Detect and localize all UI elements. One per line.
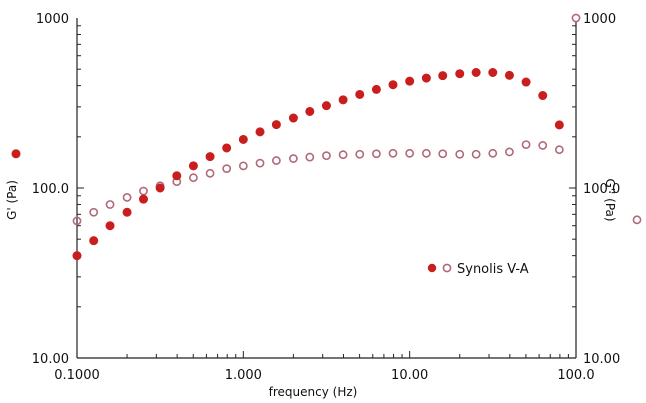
g-prime-point: [72, 251, 82, 261]
g-prime-point: [338, 95, 348, 105]
g-double-prime-point: [222, 164, 232, 174]
g-double-prime-edge-marker: [571, 13, 581, 23]
g-prime-point: [321, 101, 331, 111]
g-prime-point: [222, 143, 232, 153]
g-double-prime-point: [89, 207, 99, 217]
y-axis-title-left: G' (Pa): [5, 180, 19, 220]
g-prime-point: [455, 69, 465, 79]
g-prime-point: [305, 106, 315, 116]
g-double-prime-point: [521, 140, 531, 150]
legend: Synolis V-A: [427, 262, 529, 277]
g-prime-point: [438, 71, 448, 81]
g-prime-edge-marker: [11, 149, 21, 159]
data-series: [11, 13, 642, 261]
g-double-prime-point: [355, 149, 365, 159]
g-double-prime-point: [538, 141, 548, 150]
g-prime-point: [188, 161, 198, 171]
g-double-prime-point: [289, 154, 298, 163]
g-prime-point: [504, 70, 514, 80]
g-prime-point: [488, 67, 498, 77]
g-double-prime-point: [421, 148, 431, 158]
g-double-prime-point: [238, 161, 248, 171]
y-tick-label-left: 1000: [36, 12, 69, 27]
y-tick-label-right: 1000: [583, 12, 616, 27]
g-double-prime-point: [139, 186, 148, 196]
g-double-prime-point: [271, 156, 281, 165]
g-double-prime-point: [305, 152, 315, 162]
g-prime-point: [471, 67, 481, 77]
g-prime-point: [89, 236, 99, 246]
g-double-prime-point: [388, 148, 398, 158]
g-prime-point: [105, 221, 115, 231]
g-prime-point: [271, 120, 281, 130]
g-prime-point: [421, 73, 431, 83]
g-double-prime-point: [372, 149, 381, 159]
g-prime-point: [255, 127, 265, 137]
g-prime-point: [205, 152, 215, 162]
g-double-prime-point: [488, 148, 498, 158]
g-double-prime-point: [105, 200, 115, 209]
g-double-prime-point: [505, 147, 514, 157]
y-tick-label-right: 100.0: [583, 182, 620, 197]
y-tick-label-left: 10.00: [32, 352, 69, 367]
g-double-prime-point: [455, 149, 465, 159]
g-double-prime-point: [554, 145, 564, 155]
g-prime-point: [355, 89, 365, 99]
x-tick-label: 0.1000: [54, 368, 100, 383]
g-double-prime-point: [189, 173, 198, 183]
x-axis-title: frequency (Hz): [269, 385, 358, 399]
x-tick-label: 1.000: [225, 368, 262, 383]
legend-label: Synolis V-A: [457, 262, 529, 277]
g-prime-point: [388, 80, 398, 90]
g-prime-point: [238, 134, 248, 144]
g-double-prime-point: [255, 158, 265, 168]
g-prime-point: [288, 113, 298, 123]
legend-open-marker: [442, 263, 452, 273]
y-tick-label-right: 10.00: [583, 352, 620, 367]
legend-filled-marker: [427, 263, 437, 273]
y-tick-label-left: 100.0: [32, 182, 69, 197]
g-prime-point: [172, 171, 182, 181]
g-double-prime-point: [72, 216, 82, 226]
g-double-prime-point: [205, 168, 215, 178]
g-double-prime-point: [338, 150, 348, 160]
g-double-prime-point: [122, 193, 132, 202]
g-prime-point: [371, 84, 381, 94]
g-prime-point: [138, 194, 148, 204]
g-prime-point: [554, 120, 564, 130]
g-double-prime-edge-marker: [632, 215, 642, 225]
g-double-prime-point: [322, 151, 331, 161]
g-prime-point: [122, 207, 132, 217]
g-prime-point: [405, 76, 415, 86]
g-double-prime-point: [405, 148, 415, 158]
y-axis-title-right: G'' (Pa): [603, 178, 617, 221]
g-double-prime-point: [471, 149, 481, 159]
x-tick-label: 10.00: [391, 368, 428, 383]
tick-labels: 0.1000 1.000 10.00 100.010.00100.0100010.00…: [32, 12, 620, 383]
x-tick-label: 100.0: [557, 368, 594, 383]
g-prime-point: [521, 77, 531, 87]
g-prime-point: [538, 91, 548, 101]
g-prime-point: [155, 183, 165, 193]
g-double-prime-point: [438, 149, 448, 159]
